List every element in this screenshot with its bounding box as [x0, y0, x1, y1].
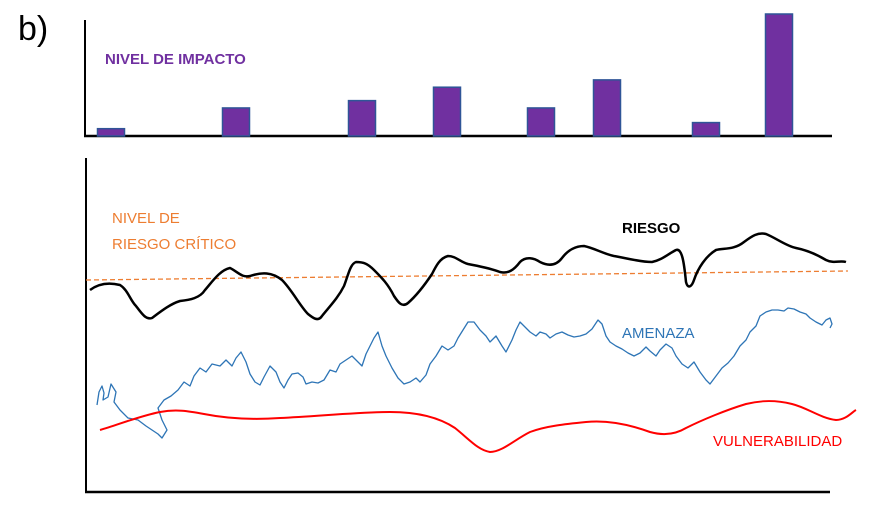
impact-bar-6	[592, 79, 622, 137]
risk-curves-panel: NIVEL DE RIESGO CRÍTICO RIESGO AMENAZA V…	[85, 158, 857, 494]
impact-bar-4	[432, 86, 462, 137]
vulnerability-label: VULNERABILIDAD	[713, 433, 842, 450]
risk-curve	[89, 232, 847, 321]
impact-bar-chart: NIVEL DE IMPACTO	[84, 13, 832, 138]
impact-bar-1	[96, 127, 126, 137]
impact-bar-5	[526, 107, 556, 137]
impact-bar-7	[691, 121, 721, 137]
vulnerability-curve	[99, 400, 857, 454]
impact-bar-3	[347, 99, 377, 137]
risk-label: RIESGO	[622, 220, 681, 237]
impact-title: NIVEL DE IMPACTO	[105, 51, 246, 68]
threat-curve	[96, 307, 833, 439]
threat-label: AMENAZA	[622, 325, 695, 342]
panel-label: b)	[18, 10, 48, 48]
critical-risk-line	[85, 270, 849, 281]
critical-level-label-line2: RIESGO CRÍTICO	[112, 236, 236, 253]
impact-bar-8	[764, 13, 794, 137]
critical-level-label-line1: NIVEL DE	[112, 210, 180, 227]
impact-bar-2	[221, 107, 251, 137]
